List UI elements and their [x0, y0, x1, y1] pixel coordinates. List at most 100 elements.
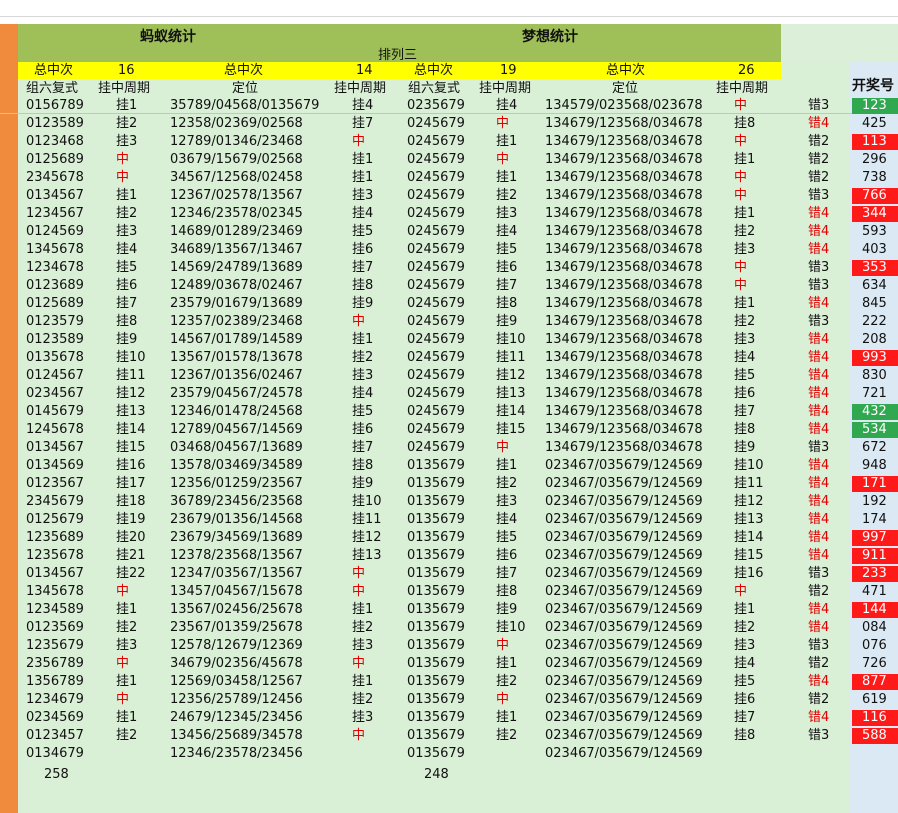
cell-draw-number[interactable]: 432: [852, 404, 898, 420]
cell-combo-b[interactable]: 0135679: [407, 548, 465, 563]
cell-combo-b[interactable]: 0245679: [407, 368, 465, 383]
cell-position-a[interactable]: 34679/02356/45678: [170, 656, 303, 671]
cell-combo-b[interactable]: 0245679: [407, 422, 465, 437]
cell-draw-number[interactable]: 123: [852, 98, 898, 114]
cell-cycle-c[interactable]: 挂4: [496, 512, 518, 527]
cell-combo-a[interactable]: 1245678: [26, 422, 84, 437]
cell-cycle-a[interactable]: 挂1: [116, 188, 138, 203]
cell-position-b[interactable]: 023467/035679/124569: [545, 620, 703, 635]
cell-cycle-d[interactable]: 挂2: [734, 314, 756, 329]
cell-position-a[interactable]: 13567/01578/13678: [170, 350, 303, 365]
cell-cycle-d[interactable]: 挂16: [734, 566, 764, 581]
cell-draw-number[interactable]: 116: [852, 710, 898, 726]
cell-position-a[interactable]: 24679/12345/23456: [170, 710, 303, 725]
cell-combo-a[interactable]: 0123579: [26, 314, 84, 329]
cell-draw-number[interactable]: 403: [852, 242, 898, 258]
cell-cycle-b[interactable]: 挂5: [352, 404, 374, 419]
cell-draw-number[interactable]: 471: [852, 584, 898, 600]
cell-cycle-c[interactable]: 挂7: [496, 566, 518, 581]
cell-miss[interactable]: 错3: [808, 566, 830, 581]
cell-cycle-c[interactable]: 挂5: [496, 530, 518, 545]
cell-cycle-a[interactable]: 挂3: [116, 134, 138, 149]
cell-position-b[interactable]: 023467/035679/124569: [545, 584, 703, 599]
cell-cycle-a[interactable]: 中: [116, 692, 130, 707]
cell-cycle-b[interactable]: 中: [352, 566, 366, 581]
cell-cycle-b[interactable]: 挂11: [352, 512, 382, 527]
cell-combo-b[interactable]: 0135679: [407, 476, 465, 491]
cell-position-b[interactable]: 134679/123568/034678: [545, 152, 703, 167]
cell-position-b[interactable]: 023467/035679/124569: [545, 530, 703, 545]
cell-position-a[interactable]: 34567/12568/02458: [170, 170, 303, 185]
cell-combo-b[interactable]: 0245679: [407, 152, 465, 167]
cell-miss[interactable]: 错4: [808, 206, 830, 221]
cell-miss[interactable]: 错3: [808, 98, 830, 113]
cell-draw-number[interactable]: 588: [852, 728, 898, 744]
cell-position-a[interactable]: 12346/01478/24568: [170, 404, 303, 419]
cell-cycle-c[interactable]: 中: [496, 116, 510, 131]
cell-combo-b[interactable]: 0245679: [407, 260, 465, 275]
cell-position-b[interactable]: 134679/123568/034678: [545, 206, 703, 221]
cell-combo-a[interactable]: 0124567: [26, 368, 84, 383]
cell-draw-number[interactable]: 845: [852, 296, 898, 312]
cell-position-b[interactable]: 023467/035679/124569: [545, 656, 703, 671]
cell-cycle-a[interactable]: 挂2: [116, 206, 138, 221]
cell-draw-number[interactable]: 911: [852, 548, 898, 564]
cell-position-a[interactable]: 13578/03469/34589: [170, 458, 303, 473]
cell-position-a[interactable]: 23679/01356/14568: [170, 512, 303, 527]
cell-cycle-d[interactable]: 中: [734, 170, 748, 185]
cell-cycle-c[interactable]: 挂15: [496, 422, 526, 437]
cell-combo-a[interactable]: 0123567: [26, 476, 84, 491]
cell-position-b[interactable]: 134679/123568/034678: [545, 440, 703, 455]
cell-cycle-c[interactable]: 挂1: [496, 134, 518, 149]
cell-cycle-b[interactable]: 挂7: [352, 260, 374, 275]
cell-combo-b[interactable]: 0135679: [407, 728, 465, 743]
cell-cycle-c[interactable]: 挂4: [496, 98, 518, 113]
cell-draw-number[interactable]: 634: [852, 278, 898, 294]
cell-position-b[interactable]: 023467/035679/124569: [545, 494, 703, 509]
cell-position-b[interactable]: 134679/123568/034678: [545, 386, 703, 401]
cell-cycle-c[interactable]: 挂5: [496, 242, 518, 257]
cell-position-a[interactable]: 12367/02578/13567: [170, 188, 303, 203]
cell-combo-a[interactable]: 0125689: [26, 152, 84, 167]
cell-draw-number[interactable]: 171: [852, 476, 898, 492]
cell-cycle-c[interactable]: 中: [496, 152, 510, 167]
cell-miss[interactable]: 错4: [808, 116, 830, 131]
cell-position-a[interactable]: 23579/01679/13689: [170, 296, 303, 311]
cell-miss[interactable]: 错2: [808, 134, 830, 149]
cell-draw-number[interactable]: 726: [852, 656, 898, 672]
cell-cycle-b[interactable]: 中: [352, 656, 366, 671]
cell-miss[interactable]: 错2: [808, 656, 830, 671]
cell-cycle-a[interactable]: 挂14: [116, 422, 146, 437]
cell-cycle-c[interactable]: 挂2: [496, 188, 518, 203]
cell-combo-a[interactable]: 0123457: [26, 728, 84, 743]
cell-cycle-a[interactable]: 挂4: [116, 242, 138, 257]
cell-miss[interactable]: 错3: [808, 260, 830, 275]
cell-cycle-b[interactable]: 挂13: [352, 548, 382, 563]
cell-cycle-d[interactable]: 挂1: [734, 602, 756, 617]
cell-draw-number[interactable]: 534: [852, 422, 898, 438]
cell-cycle-b[interactable]: 挂10: [352, 494, 382, 509]
cell-cycle-d[interactable]: 挂9: [734, 440, 756, 455]
cell-position-a[interactable]: 12489/03678/02467: [170, 278, 303, 293]
cell-cycle-c[interactable]: 挂10: [496, 620, 526, 635]
cell-cycle-b[interactable]: 中: [352, 314, 366, 329]
cell-combo-a[interactable]: 0123468: [26, 134, 84, 149]
cell-cycle-c[interactable]: 挂1: [496, 170, 518, 185]
cell-combo-a[interactable]: 0123589: [26, 116, 84, 131]
cell-position-a[interactable]: 12578/12679/12369: [170, 638, 303, 653]
cell-cycle-a[interactable]: 挂1: [116, 602, 138, 617]
cell-cycle-d[interactable]: 挂3: [734, 638, 756, 653]
cell-draw-number[interactable]: 222: [852, 314, 898, 330]
cell-cycle-d[interactable]: 挂6: [734, 386, 756, 401]
cell-cycle-c[interactable]: 挂6: [496, 548, 518, 563]
cell-cycle-c[interactable]: 挂3: [496, 206, 518, 221]
cell-cycle-c[interactable]: 挂7: [496, 278, 518, 293]
cell-cycle-a[interactable]: 挂10: [116, 350, 146, 365]
cell-position-a[interactable]: 36789/23456/23568: [170, 494, 303, 509]
cell-position-b[interactable]: 023467/035679/124569: [545, 512, 703, 527]
cell-combo-a[interactable]: 1345678: [26, 584, 84, 599]
cell-cycle-b[interactable]: 挂1: [352, 674, 374, 689]
cell-combo-a[interactable]: 2345678: [26, 170, 84, 185]
cell-combo-b[interactable]: 0135679: [407, 512, 465, 527]
cell-cycle-a[interactable]: 挂2: [116, 620, 138, 635]
